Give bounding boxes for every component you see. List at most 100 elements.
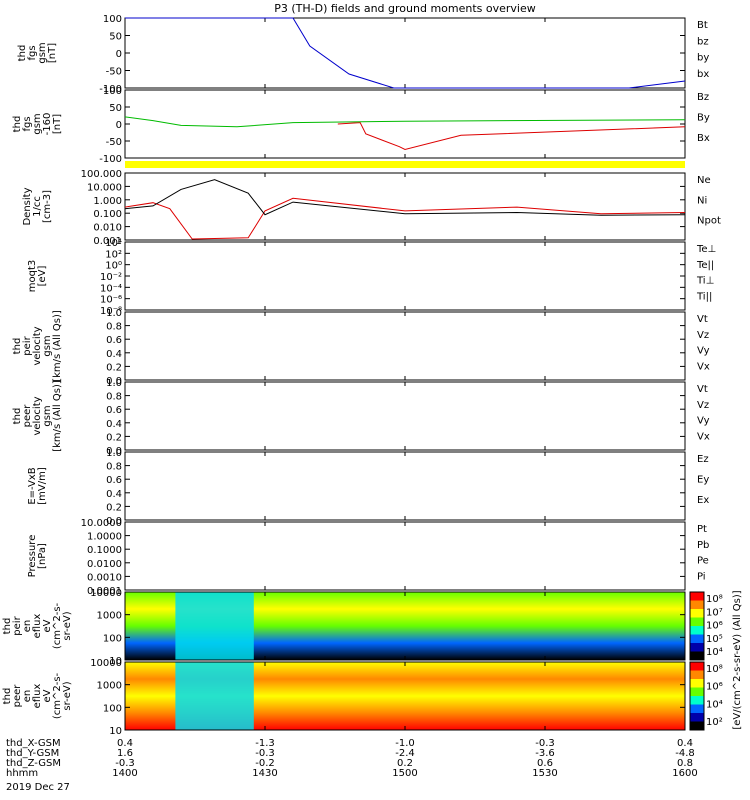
xaxis-tick: 0.4 — [677, 738, 693, 749]
ytick-label: 0.001 — [93, 236, 122, 247]
ytick-label: 1000 — [97, 681, 122, 692]
xaxis-tick: -0.3 — [535, 738, 555, 749]
series-ne — [124, 197, 686, 240]
colorbar-segment — [690, 704, 704, 714]
legend-vt: Vt — [697, 314, 708, 325]
ytick-label: 0.4 — [106, 349, 122, 360]
ytick-label: 10⁴ — [105, 238, 122, 249]
panel-frame-p6 — [124, 381, 686, 451]
ylabel-line: peer — [22, 404, 33, 428]
ytick-label: -100 — [99, 154, 122, 165]
ytick-label: 10⁻⁴ — [100, 283, 122, 294]
ylabel-line: Pressure — [27, 535, 38, 578]
xaxis-tick: 1430 — [252, 768, 277, 779]
ylabel-line: en — [22, 690, 33, 703]
legend-te⊥: Te⊥ — [696, 244, 716, 255]
ylabel-line: Density — [22, 187, 33, 225]
ytick-label: 10.0000 — [81, 518, 122, 529]
ylabel-line: gsm — [42, 335, 53, 356]
ytick-label: 1.0 — [106, 378, 122, 389]
ytick-label: 0 — [116, 120, 122, 131]
panel-frame-p8 — [124, 521, 686, 591]
xaxis-tick: 1530 — [532, 768, 557, 779]
ytick-label: -50 — [106, 67, 122, 78]
ytick-label: 0.2 — [106, 432, 122, 443]
ytick-label: 0.8 — [106, 322, 122, 333]
ylabel-line: fgs — [22, 116, 33, 131]
ytick-label: 1.000 — [93, 196, 122, 207]
legend-vx: Vx — [697, 431, 710, 442]
xaxis-row-label: thd_X-GSM — [6, 738, 61, 749]
legend-pi: Pi — [697, 571, 706, 582]
ylabel-line: sr-eV) — [62, 611, 73, 640]
legend-te||: Te|| — [696, 260, 714, 271]
ylabel-line: 1/cc — [32, 196, 43, 217]
ylabel-line: [nPa] — [37, 543, 48, 569]
colorbar-segment — [690, 696, 704, 705]
series-bx — [125, 17, 686, 89]
ytick-label: 1.0 — [106, 448, 122, 459]
xaxis-date: 2019 Dec 27 — [6, 782, 70, 793]
ytick-label: 0.0010 — [87, 572, 122, 583]
ytick-label: 0.0 — [106, 446, 122, 457]
colorbar-tick: 10⁶ — [706, 682, 723, 693]
ylabel-line: [nT] — [47, 43, 58, 63]
colorbar-tick: 10² — [706, 717, 723, 728]
ylabel-line: gsm — [42, 405, 53, 426]
xaxis-tick: 1400 — [112, 768, 137, 779]
ytick-label: 10⁻⁸ — [100, 306, 122, 317]
xaxis-tick: -2.4 — [395, 748, 415, 759]
colorbar-segment — [690, 713, 704, 722]
ytick-label: 10.000 — [87, 182, 122, 193]
ytick-label: 1.0 — [106, 308, 122, 319]
colorbar-tick: 10⁷ — [706, 607, 723, 618]
colorbar-segment — [690, 651, 704, 661]
colorbar-top — [689, 591, 705, 661]
ylabel-line: thd — [2, 618, 13, 635]
xaxis-tick: -3.6 — [535, 748, 555, 759]
colorbar-segment — [690, 679, 704, 688]
legend-vz: Vz — [697, 400, 709, 411]
series-ni — [124, 179, 686, 216]
legend-bx: Bx — [697, 133, 710, 144]
ytick-label: 10⁻⁶ — [100, 295, 122, 306]
spectrogram-gap-p10 — [175, 662, 254, 730]
ytick-label: 0.0100 — [87, 559, 122, 570]
legend-bt: Bt — [697, 20, 708, 31]
legend-ne: Ne — [697, 175, 711, 186]
ytick-label: 0.6 — [106, 335, 122, 346]
legend-ex: Ex — [697, 495, 709, 506]
series-bz — [337, 122, 686, 151]
ylabel-line: en — [22, 620, 33, 633]
xaxis-tick: -4.8 — [675, 748, 695, 759]
xaxis-row-label: thd_Z-GSM — [6, 758, 61, 769]
xaxis-tick: 0.4 — [117, 738, 133, 749]
series-by — [124, 116, 686, 128]
chart-title: P3 (TH-D) fields and ground moments over… — [274, 2, 536, 15]
colorbar-tick: 10⁴ — [706, 647, 723, 658]
ytick-label: 1000 — [97, 611, 122, 622]
colorbar-segment — [690, 634, 704, 644]
ytick-label: 0 — [116, 49, 122, 60]
ytick-label: 10² — [105, 249, 122, 260]
colorbar-segment — [690, 626, 704, 635]
colorbar-segment — [690, 670, 704, 680]
ytick-label: 0.4 — [106, 489, 122, 500]
colorbar-segment — [690, 662, 704, 671]
xaxis-tick: -0.3 — [255, 748, 275, 759]
legend-bx: bx — [697, 69, 709, 80]
ylabel-line: peer — [12, 684, 23, 708]
ylabel-line: [cm-3] — [42, 190, 53, 223]
ytick-label: 100 — [103, 633, 122, 644]
panel-frame-p7 — [124, 451, 686, 521]
panel-frame-p3 — [124, 172, 686, 241]
ylabel-line: thd — [12, 116, 23, 133]
ytick-label: 0.2 — [106, 362, 122, 373]
xaxis-tick: 0.8 — [677, 758, 693, 769]
legend-vz: Vz — [697, 330, 709, 341]
xaxis-row-label: thd_Y-GSM — [6, 748, 59, 759]
legend-pb: Pb — [697, 540, 709, 551]
legend-ti⊥: Ti⊥ — [696, 276, 714, 287]
spectrogram-gap-p9 — [175, 592, 254, 660]
